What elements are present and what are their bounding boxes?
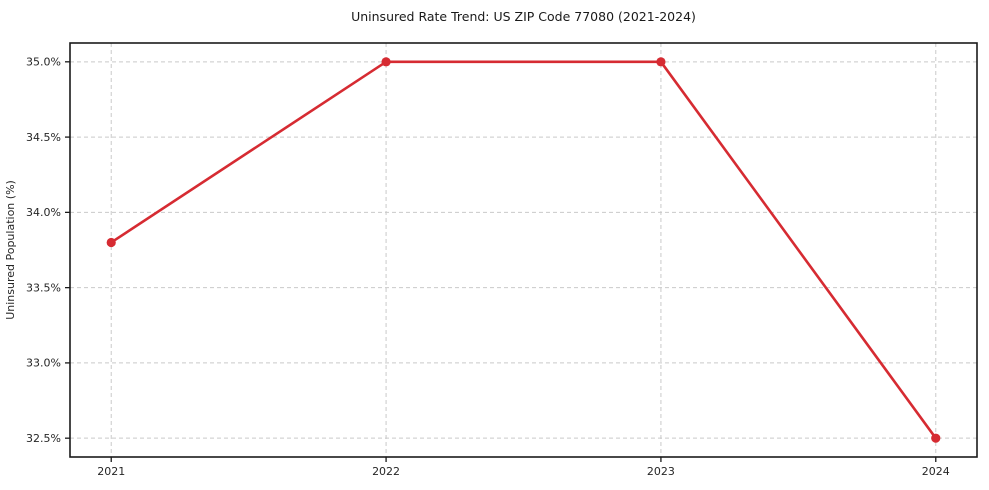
x-tick-label: 2023 (647, 465, 675, 478)
data-series (106, 57, 941, 443)
y-tick-label: 34.5% (26, 131, 61, 144)
y-tick-label: 35.0% (26, 56, 61, 69)
data-point (106, 237, 116, 248)
y-tick-label: 33.5% (26, 281, 61, 294)
x-tick-label: 2024 (922, 465, 950, 478)
y-tick-label: 33.0% (26, 357, 61, 370)
data-point (656, 57, 666, 67)
x-tick-label: 2022 (372, 465, 400, 478)
data-point (381, 57, 391, 67)
trend-line (109, 60, 938, 440)
axis-tick-labels: 32.5% 33.0% 33.5% 34.0% 34.5% 35.0% 2021 2022 20… (26, 56, 950, 478)
plot-border (69, 42, 978, 458)
chart-title: Uninsured Rate Trend: US ZIP Code 77080 … (351, 9, 696, 24)
y-tick-label: 34.0% (26, 206, 61, 219)
data-point (931, 433, 941, 443)
x-tick-label: 2021 (97, 465, 125, 478)
y-axis-label: Uninsured Population (%) (4, 180, 17, 320)
axis-ticks (65, 61, 937, 462)
gridlines (70, 43, 977, 457)
y-tick-label: 32.5% (26, 432, 61, 445)
